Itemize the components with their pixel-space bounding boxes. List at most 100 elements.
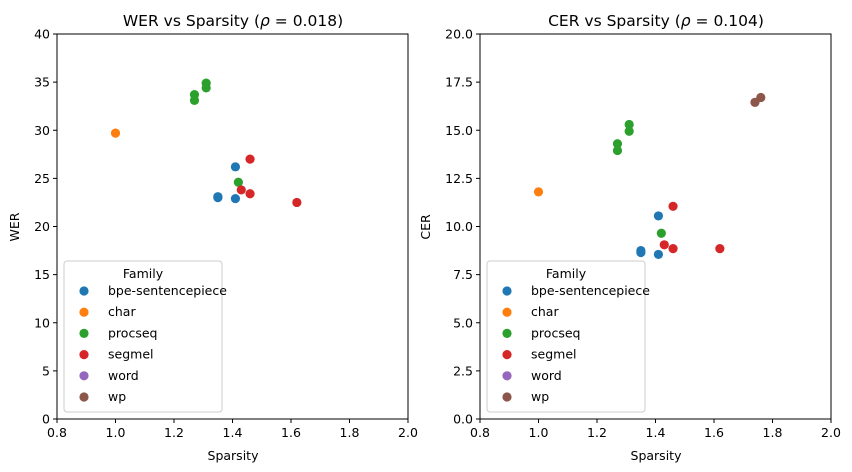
cer-y-axis-label: CER (418, 214, 433, 240)
cer-legend-label-bpe-sentencepiece: bpe-sentencepiece (531, 283, 650, 298)
wer-x-tick-label: 1.2 (164, 425, 184, 440)
cer-y-tick-label: 10.0 (445, 219, 473, 234)
cer-y-tick-label: 12.5 (445, 171, 473, 186)
cer-point-segmel (715, 244, 725, 254)
cer-legend-box (486, 260, 646, 413)
wer-legend-marker-bpe-sentencepiece (79, 286, 89, 296)
cer-point-procseq (624, 119, 634, 130)
wer-legend-entries: bpe-sentencepiece char procseq segmel word wp (79, 283, 227, 404)
cer-legend-marker-segmel (502, 350, 512, 360)
cer-point-segmel (668, 244, 678, 254)
cer-y-tick-label: 2.5 (453, 363, 473, 378)
wer-legend-marker-word (79, 371, 89, 381)
wer-x-tick-label: 1.0 (106, 425, 126, 440)
cer-point-segmel (668, 201, 678, 211)
wer-legend-label-bpe-sentencepiece: bpe-sentencepiece (108, 283, 227, 298)
wer-legend-box (63, 260, 223, 413)
cer-legend-marker-bpe-sentencepiece (502, 286, 512, 296)
wer-y-tick-label: 15 (34, 267, 50, 282)
cer-x-tick-label: 1.4 (646, 425, 666, 440)
wer-point-bpe-sentencepiece (213, 192, 223, 202)
wer-legend-label-segmel: segmel (108, 347, 153, 362)
wer-x-axis-label: Sparsity (208, 448, 260, 463)
cer-x-tick-label: 2.0 (821, 425, 841, 440)
cer-legend-marker-word (502, 371, 512, 381)
wer-x-tick-label: 0.8 (47, 425, 67, 440)
cer-legend-label-procseq: procseq (531, 325, 580, 340)
wer-legend-marker-wp (79, 392, 89, 402)
cer-legend-label-word: word (531, 368, 562, 383)
cer-legend-marker-procseq (502, 328, 512, 338)
wer-y-tick-label: 5 (42, 363, 50, 378)
cer-x-tick-label: 1.8 (763, 425, 783, 440)
wer-x-tick-label: 2.0 (398, 425, 418, 440)
cer-y-tick-label: 17.5 (445, 75, 473, 90)
wer-y-tick-label: 20 (34, 219, 50, 234)
wer-point-char (110, 128, 121, 138)
wer-point-bpe-sentencepiece (230, 193, 241, 204)
cer-y-tick-label: 7.5 (453, 267, 473, 282)
wer-axes-frame (56, 33, 409, 420)
cer-y-tick-label: 0.0 (453, 412, 473, 427)
cer-chart-title: CER vs Sparsity (ρ = 0.104) (548, 12, 764, 30)
wer-legend-marker-char (79, 307, 89, 317)
cer-legend: Family bpe-sentencepiece char procseq segme… (486, 260, 650, 413)
cer-legend-marker-char (502, 307, 512, 317)
cer-legend-label-char: char (531, 304, 559, 319)
cer-legend-marker-wp (502, 392, 512, 402)
wer-legend: Family bpe-sentencepiece char procseq segme… (63, 260, 227, 413)
cer-legend-label-wp: wp (531, 389, 549, 404)
cer-point-procseq (656, 228, 666, 238)
wer-y-tick-label: 30 (34, 123, 50, 138)
cer-y-tick-label: 20.0 (445, 27, 473, 42)
wer-y-tick-label: 35 (34, 75, 50, 90)
wer-point-bpe-sentencepiece (230, 162, 241, 172)
wer-y-tick-label: 40 (34, 27, 50, 42)
wer-legend-label-wp: wp (108, 389, 126, 404)
wer-y-axis-label: WER (7, 212, 22, 241)
wer-legend-label-word: word (108, 368, 139, 383)
cer-point-segmel (659, 240, 669, 250)
cer-x-axis-label: Sparsity (631, 448, 683, 463)
wer-legend-label-char: char (108, 304, 136, 319)
cer-chart: CER vs Sparsity (ρ = 0.104) Sparsity CER… (418, 12, 841, 463)
wer-point-procseq (189, 95, 200, 106)
wer-points (110, 78, 302, 208)
wer-chart: WER vs Sparsity (ρ = 0.018) Sparsity WER… (7, 12, 418, 463)
wer-y-tick-label: 25 (34, 171, 50, 186)
cer-point-bpe-sentencepiece (636, 247, 646, 258)
wer-point-segmel (245, 189, 255, 199)
wer-point-procseq (201, 83, 211, 93)
wer-x-tick-label: 1.8 (340, 425, 360, 440)
wer-x-tick-label: 1.6 (281, 425, 301, 440)
wer-legend-label-procseq: procseq (108, 325, 157, 340)
wer-legend-marker-procseq (79, 328, 89, 338)
cer-point-bpe-sentencepiece (653, 249, 664, 260)
cer-point-procseq (612, 145, 623, 156)
cer-legend-title: Family (546, 266, 587, 281)
cer-ticks: 0.8 1.0 1.2 1.4 1.6 1.8 2.0 0.0 2.5 5.0 7.5 10.0 12.… (445, 27, 841, 441)
cer-y-tick-label: 15.0 (445, 123, 473, 138)
cer-point-char (533, 187, 544, 197)
cer-point-wp (750, 97, 760, 107)
cer-point-bpe-sentencepiece (653, 211, 664, 221)
cer-legend-entries: bpe-sentencepiece char procseq segmel word wp (502, 283, 650, 404)
cer-legend-label-segmel: segmel (531, 347, 576, 362)
wer-legend-title: Family (123, 266, 164, 281)
cer-point-procseq (624, 126, 634, 136)
wer-x-tick-label: 1.4 (223, 425, 243, 440)
cer-axes-frame (479, 33, 832, 420)
wer-y-tick-label: 0 (42, 412, 50, 427)
wer-chart-title: WER vs Sparsity (ρ = 0.018) (123, 12, 343, 30)
cer-x-tick-label: 1.2 (587, 425, 607, 440)
cer-x-tick-label: 1.0 (529, 425, 549, 440)
wer-legend-marker-segmel (79, 350, 89, 360)
wer-ticks: 0.8 1.0 1.2 1.4 1.6 1.8 2.0 0 5 10 15 20 25 30 35 40 (34, 27, 418, 441)
wer-point-segmel (245, 154, 255, 164)
wer-point-procseq (233, 177, 243, 187)
wer-y-tick-label: 10 (34, 315, 50, 330)
wer-point-segmel (236, 185, 246, 195)
cer-x-tick-label: 1.6 (704, 425, 724, 440)
wer-point-segmel (292, 197, 302, 208)
